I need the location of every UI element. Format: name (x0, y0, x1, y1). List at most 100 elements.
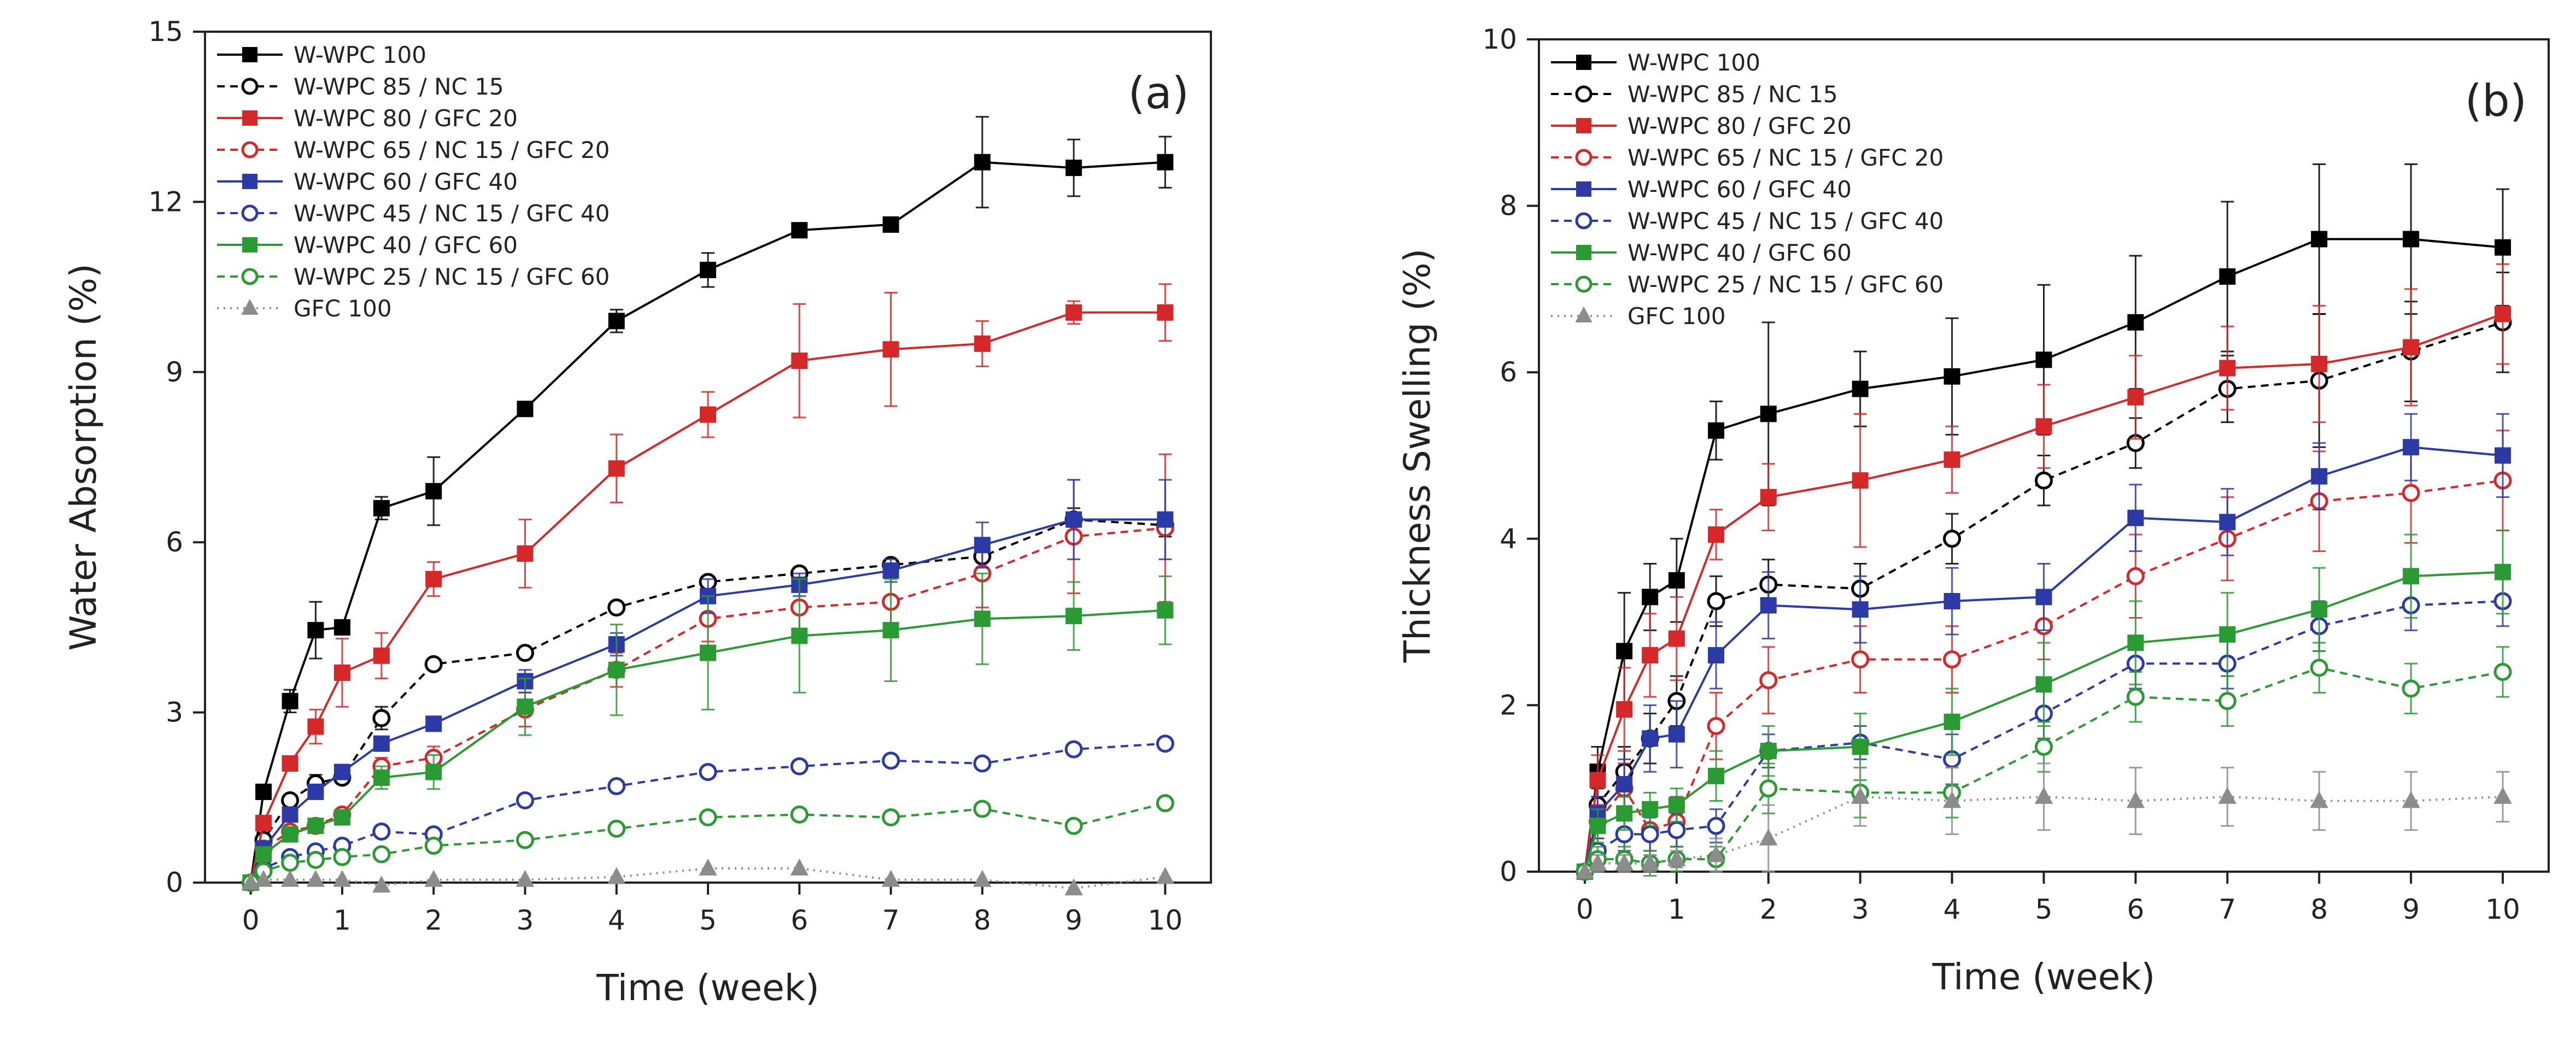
data-point (517, 401, 534, 418)
data-point (2219, 360, 2236, 377)
data-point (2310, 659, 2328, 677)
data-point (973, 800, 992, 818)
series-8 (242, 794, 1174, 892)
data-point (254, 869, 273, 887)
x-tick-label: 8 (974, 904, 991, 936)
legend-item: W-WPC 80 / GFC 20 (217, 105, 518, 132)
data-point (2127, 389, 2144, 406)
data-point (1707, 592, 1725, 610)
data-point (1852, 472, 1869, 489)
data-point (425, 571, 442, 587)
x-tick-label: 9 (2402, 894, 2420, 925)
data-point (1064, 740, 1083, 759)
data-point (516, 869, 535, 887)
data-point (1760, 489, 1777, 506)
data-point (1943, 713, 1960, 730)
legend-label: W-WPC 45 / NC 15 / GFC 40 (294, 200, 610, 227)
data-point (607, 777, 626, 796)
data-point (2495, 563, 2511, 580)
data-point (974, 154, 991, 171)
data-point (2035, 418, 2052, 435)
data-point (1642, 801, 1659, 818)
legend-marker (241, 141, 259, 158)
legend-item: W-WPC 65 / NC 15 / GFC 20 (217, 137, 610, 163)
legend-marker (242, 47, 257, 62)
data-point (1943, 451, 1960, 468)
data-point (608, 661, 625, 678)
data-point (1851, 786, 1870, 804)
data-point (425, 483, 442, 500)
chart-panel-b: 0 1 2 3 4 5 6 7 8 9 10 0 2 4 6 8 10 Time (week) Thickness … (1396, 23, 2550, 998)
y-tick-label: 6 (166, 526, 183, 558)
legend-label: W-WPC 40 / GFC 60 (294, 232, 518, 258)
legend-item: W-WPC 45 / NC 15 / GFC 40 (217, 200, 610, 227)
data-point (1943, 593, 1960, 610)
legend-marker (241, 204, 259, 222)
legend-item: W-WPC 60 / GFC 40 (217, 168, 518, 195)
data-point (2402, 791, 2420, 808)
data-point (281, 854, 300, 872)
data-point (282, 806, 298, 823)
data-point (333, 619, 350, 636)
series-7 (242, 572, 1174, 891)
data-point (790, 858, 809, 876)
x-tick-label: 4 (608, 904, 625, 936)
data-point (307, 718, 324, 735)
data-point (2034, 786, 2053, 804)
legend-marker (1576, 245, 1591, 260)
x-tick-label: 0 (1576, 894, 1594, 925)
legend-marker (241, 78, 259, 95)
data-point (699, 808, 717, 827)
x-axis-label: Time (week) (1932, 956, 2155, 998)
y-tick-label: 2 (1500, 689, 1517, 721)
series-6 (242, 734, 1174, 892)
y-tick-label: 12 (148, 186, 183, 218)
data-point (1760, 597, 1777, 614)
data-point (2495, 447, 2511, 464)
y-axis-label: Thickness Swelling (%) (1396, 249, 1438, 663)
data-point (1065, 511, 1082, 528)
data-point (2403, 231, 2420, 248)
data-point (2402, 679, 2420, 698)
data-point (791, 222, 808, 239)
data-point (1064, 816, 1083, 835)
x-tick-label: 8 (2310, 894, 2328, 925)
legend-label: W-WPC 100 (1627, 49, 1760, 76)
data-point (1667, 849, 1686, 867)
data-point (372, 845, 391, 863)
data-point (307, 622, 324, 639)
data-point (790, 805, 809, 824)
x-tick-label: 3 (517, 904, 534, 936)
data-point (1615, 853, 1634, 871)
x-tick-label: 9 (1065, 904, 1082, 936)
y-tick-label: 4 (1500, 523, 1517, 555)
legend: W-WPC 100 W-WPC 85 / NC 15 W-WPC 80 / GFC … (217, 42, 610, 322)
data-point (1760, 406, 1777, 422)
x-tick-label: 3 (1852, 894, 1869, 925)
data-point (333, 869, 352, 887)
legend-marker (1575, 275, 1593, 293)
legend-item: W-WPC 40 / GFC 60 (217, 232, 518, 258)
data-point (306, 850, 325, 869)
x-tick-label: 1 (1668, 894, 1685, 925)
data-point (1668, 572, 1685, 589)
data-point (517, 698, 534, 715)
legend-item: W-WPC 40 / GFC 60 (1551, 239, 1852, 266)
data-point (607, 819, 626, 838)
series-7 (1576, 530, 2511, 880)
data-point (1759, 779, 1778, 798)
data-point (516, 644, 534, 662)
data-point (1157, 602, 1174, 619)
data-point (1943, 368, 1960, 385)
y-tick-label: 8 (1500, 190, 1517, 222)
data-point (372, 709, 391, 727)
x-tick-label: 4 (1943, 894, 1961, 925)
legend-marker (1575, 85, 1593, 103)
data-point (2126, 567, 2145, 585)
data-point (1642, 589, 1659, 606)
data-point (373, 735, 390, 752)
data-point (2403, 568, 2420, 585)
data-point (607, 867, 626, 884)
legend-item: W-WPC 100 (1551, 49, 1760, 76)
data-point (2035, 589, 2052, 606)
